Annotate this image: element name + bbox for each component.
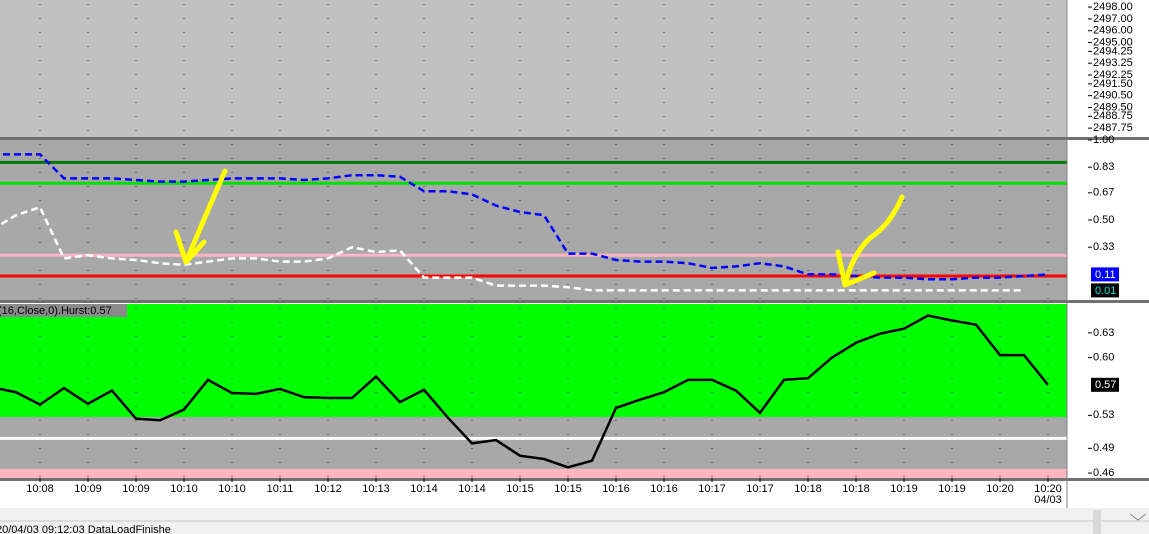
x-tick-label: 10:15 (506, 483, 534, 495)
plot-area (0, 304, 1067, 478)
x-tick-label: 10:13 (362, 483, 390, 495)
status-text: 20/04/03 09:12:03 DataLoadFinishe (0, 524, 171, 534)
x-tick-label: 10:16 (602, 483, 630, 495)
y-tick-label: 2496.00 (1093, 25, 1133, 37)
x-tick-label: 10:12 (314, 483, 342, 495)
y-tick-label: 0.50 (1093, 214, 1114, 226)
y-tick-label: 2498.00 (1093, 1, 1133, 13)
value-marker-label: 0.57 (1095, 379, 1116, 391)
indicator-title-box (0, 304, 127, 317)
y-tick-label: 0.83 (1093, 161, 1114, 173)
panel-separator (0, 137, 1149, 140)
x-tick-label: 10:14 (458, 483, 486, 495)
y-tick-label: 2494.25 (1093, 45, 1133, 57)
panel-separator (0, 478, 1149, 481)
x-tick-label: 10:10 (218, 483, 246, 495)
y-tick-label: 2495.00 (1093, 36, 1133, 48)
arrow-head (173, 229, 207, 265)
value-marker-label: 0.01 (1095, 285, 1116, 297)
x-tick-label: 10:09 (74, 483, 102, 495)
value-marker (1091, 283, 1119, 298)
plot-area (0, 140, 1067, 300)
y-tick-label: 2490.50 (1093, 90, 1133, 102)
y-tick-label: 0.33 (1093, 241, 1114, 253)
arrow-shaft (842, 194, 905, 288)
arrow-shaft (183, 168, 228, 265)
value-marker-label: 0.11 (1095, 269, 1116, 281)
y-tick-label: 2489.50 (1093, 101, 1133, 113)
x-tick-label: 10:18 (842, 483, 870, 495)
plot-area (0, 0, 1067, 137)
y-tick-label: 0.67 (1093, 187, 1114, 199)
x-tick-label: 10:18 (794, 483, 822, 495)
y-tick-label: 0.49 (1093, 442, 1114, 454)
panels: 2498.002497.002496.002495.002494.252493.… (0, 0, 1149, 508)
scrollbar[interactable] (1093, 510, 1101, 534)
y-tick-label: 2497.00 (1093, 13, 1133, 25)
value-marker (1091, 377, 1119, 392)
y-tick-label: 0.53 (1093, 409, 1114, 421)
panel: 0.63 0.60 0.53 0.49 0.46 0.57 (16,Close,0).Hur… (0, 304, 1149, 481)
y-tick-label: 0.63 (1093, 327, 1114, 339)
data-line (0, 314, 1049, 469)
x-tick-label: 10:19 (938, 483, 966, 495)
zone-band (0, 468, 1067, 478)
y-tick-label: 2488.75 (1093, 110, 1133, 122)
scroll-arrow[interactable] (1129, 513, 1147, 521)
x-tick-label: 10:08 (26, 483, 54, 495)
x-tick-label: 10:11 (267, 483, 294, 495)
y-tick-label: 2487.75 (1093, 122, 1133, 134)
y-tick-label: 2491.50 (1093, 78, 1133, 90)
x-tick-label: 10:16 (650, 483, 678, 495)
x-date-label: 04/03 (1034, 494, 1062, 506)
panel: 1.00 0.83 0.67 0.50 0.33 0.11 0.01 (0, 134, 1149, 303)
x-tick-label: 10:09 (122, 483, 150, 495)
data-line (0, 205, 1024, 292)
panel: 2498.002497.002496.002495.002494.252493.… (0, 0, 1149, 140)
x-axis: 810:0810:0910:0910:1010:1010:1110:1210:1… (26, 0, 1068, 508)
arrow-head (835, 249, 877, 288)
y-tick-label: 1.00 (1093, 134, 1114, 146)
panel-background (0, 0, 1067, 137)
value-marker (1091, 267, 1119, 282)
y-tick-label: 2493.25 (1093, 57, 1133, 69)
y-tick-label: 0.60 (1093, 352, 1114, 364)
y-tick-label: 2492.25 (1093, 69, 1133, 81)
x-tick-label: 10:17 (698, 483, 726, 495)
x-tick-label: 10:19 (890, 483, 918, 495)
x-tick-label: 10:15 (554, 483, 582, 495)
y-tick-label: 0.46 (1093, 467, 1114, 479)
x-tick-label: 10:20 (986, 483, 1014, 495)
indicator-title: (16,Close,0).Hurst:0.57 (0, 305, 112, 317)
zone-band (0, 304, 1067, 417)
panel-separator (0, 300, 1149, 303)
x-tick-label: 10:20 (1034, 483, 1062, 495)
x-tick-label: 10:14 (410, 483, 438, 495)
x-tick-label: 10:10 (170, 483, 198, 495)
annotation-arrows (173, 168, 905, 288)
x-tick-label: 10:17 (746, 483, 774, 495)
